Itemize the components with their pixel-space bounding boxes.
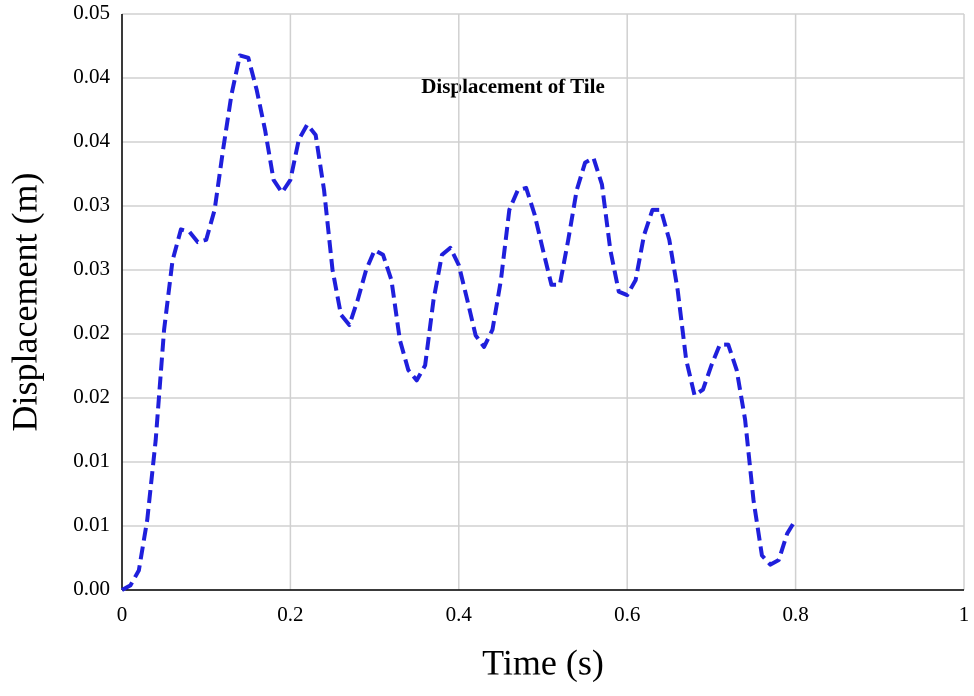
x-tick-label: 1 <box>959 602 970 626</box>
y-axis-title: Displacement (m) <box>4 173 44 432</box>
y-tick-label: 0.04 <box>73 128 110 152</box>
x-tick-label: 0.2 <box>277 602 303 626</box>
y-tick-label: 0.01 <box>73 448 110 472</box>
y-tick-label: 0.01 <box>73 512 110 536</box>
y-tick-label: 0.04 <box>73 64 110 88</box>
y-tick-label: 0.05 <box>73 0 110 24</box>
y-tick-label: 0.02 <box>73 320 110 344</box>
x-axis-title: Time (s) <box>482 642 604 682</box>
y-tick-label: 0.03 <box>73 256 110 280</box>
x-tick-label: 0.8 <box>782 602 808 626</box>
data-line <box>121 53 798 592</box>
x-tick-label: 0.4 <box>446 602 473 626</box>
y-tick-label: 0.03 <box>73 192 110 216</box>
y-tick-label: 0.00 <box>73 576 110 600</box>
x-tick-label: 0.6 <box>614 602 640 626</box>
y-tick-label: 0.02 <box>73 384 110 408</box>
x-tick-label: 0 <box>117 602 128 626</box>
